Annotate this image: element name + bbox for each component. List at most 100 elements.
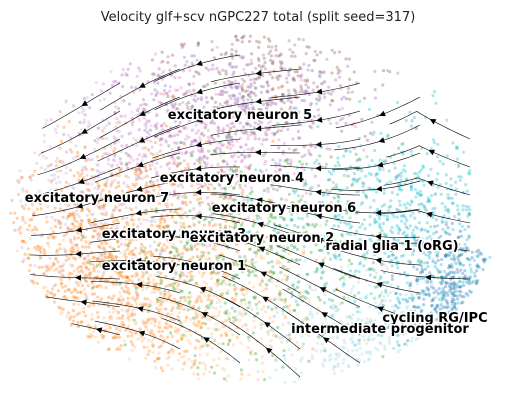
scatter-point xyxy=(382,295,386,299)
scatter-point xyxy=(189,115,193,119)
scatter-point xyxy=(249,91,253,95)
scatter-point xyxy=(318,73,322,77)
scatter-point xyxy=(19,231,23,235)
scatter-point xyxy=(180,368,185,372)
scatter-point xyxy=(149,220,153,224)
scatter-point xyxy=(183,142,187,146)
scatter-point xyxy=(71,319,76,323)
scatter-point xyxy=(198,353,202,357)
scatter-point xyxy=(162,243,166,247)
scatter-point xyxy=(198,197,202,201)
scatter-point xyxy=(190,104,194,108)
scatter-point xyxy=(134,286,138,290)
scatter-point xyxy=(227,132,231,136)
scatter-point xyxy=(373,148,377,153)
scatter-point xyxy=(170,95,174,99)
scatter-point xyxy=(153,123,158,127)
scatter-point xyxy=(231,65,236,69)
scatter-point xyxy=(138,172,142,176)
scatter-point xyxy=(56,175,60,179)
scatter-point xyxy=(129,340,133,344)
scatter-point xyxy=(199,98,203,102)
scatter-point xyxy=(83,273,87,277)
scatter-point xyxy=(124,174,128,178)
scatter-point xyxy=(248,124,252,128)
scatter-point xyxy=(256,214,261,218)
scatter-point xyxy=(464,183,468,187)
scatter-point xyxy=(116,199,120,203)
scatter-point xyxy=(127,185,131,189)
scatter-point xyxy=(456,165,461,169)
scatter-point xyxy=(346,86,351,91)
scatter-point xyxy=(233,309,237,313)
scatter-point xyxy=(425,261,430,265)
scatter-point xyxy=(248,85,252,89)
scatter-point xyxy=(267,121,271,125)
scatter-point xyxy=(72,256,76,260)
scatter-point xyxy=(130,85,134,89)
scatter-point xyxy=(233,94,237,98)
scatter-point xyxy=(459,268,463,272)
scatter-point xyxy=(119,344,123,348)
scatter-point xyxy=(410,292,414,296)
scatter-point xyxy=(37,196,41,200)
scatter-point xyxy=(58,271,62,275)
scatter-point xyxy=(287,70,291,74)
scatter-point xyxy=(162,225,166,229)
scatter-point xyxy=(88,123,92,127)
scatter-point xyxy=(230,42,234,47)
scatter-point xyxy=(196,366,200,370)
scatter-point xyxy=(184,203,189,207)
scatter-point xyxy=(128,241,132,245)
scatter-point xyxy=(344,57,348,61)
scatter-point xyxy=(215,45,219,49)
scatter-point xyxy=(184,173,188,177)
scatter-point xyxy=(364,174,368,178)
scatter-point xyxy=(145,302,149,307)
scatter-point xyxy=(129,131,133,135)
scatter-point xyxy=(50,179,54,183)
scatter-point xyxy=(249,130,253,134)
scatter-point xyxy=(206,202,211,206)
scatter-point xyxy=(154,124,158,128)
scatter-point xyxy=(111,158,116,162)
scatter-point xyxy=(246,268,250,272)
scatter-point xyxy=(152,278,156,282)
scatter-point xyxy=(143,128,147,132)
scatter-point xyxy=(283,357,287,361)
scatter-point xyxy=(232,262,236,266)
scatter-point xyxy=(469,270,474,274)
scatter-point xyxy=(272,271,276,275)
scatter-point xyxy=(180,151,184,155)
scatter-point xyxy=(173,64,177,68)
scatter-point xyxy=(157,345,161,349)
scatter-point xyxy=(172,182,176,186)
scatter-point xyxy=(368,205,372,209)
scatter-point xyxy=(58,180,62,184)
scatter-point xyxy=(252,108,256,112)
scatter-point xyxy=(226,289,230,293)
scatter-point xyxy=(339,220,343,224)
scatter-point xyxy=(265,114,269,118)
scatter-point xyxy=(204,123,208,127)
scatter-point xyxy=(41,154,46,158)
scatter-point xyxy=(297,303,301,307)
scatter-point xyxy=(90,212,94,216)
scatter-point xyxy=(178,273,182,277)
scatter-point xyxy=(390,231,395,235)
scatter-point xyxy=(264,137,269,142)
scatter-point xyxy=(114,227,118,231)
scatter-point xyxy=(192,193,196,197)
scatter-point xyxy=(271,62,275,66)
scatter-point xyxy=(251,107,255,111)
scatter-point xyxy=(173,297,177,302)
scatter-point xyxy=(170,155,174,159)
scatter-point xyxy=(218,223,222,227)
scatter-point xyxy=(101,188,105,192)
scatter-point xyxy=(271,319,275,324)
scatter-point xyxy=(138,168,142,172)
scatter-point xyxy=(353,343,357,347)
scatter-point xyxy=(240,153,244,157)
scatter-point xyxy=(286,246,290,250)
scatter-point xyxy=(195,140,199,144)
